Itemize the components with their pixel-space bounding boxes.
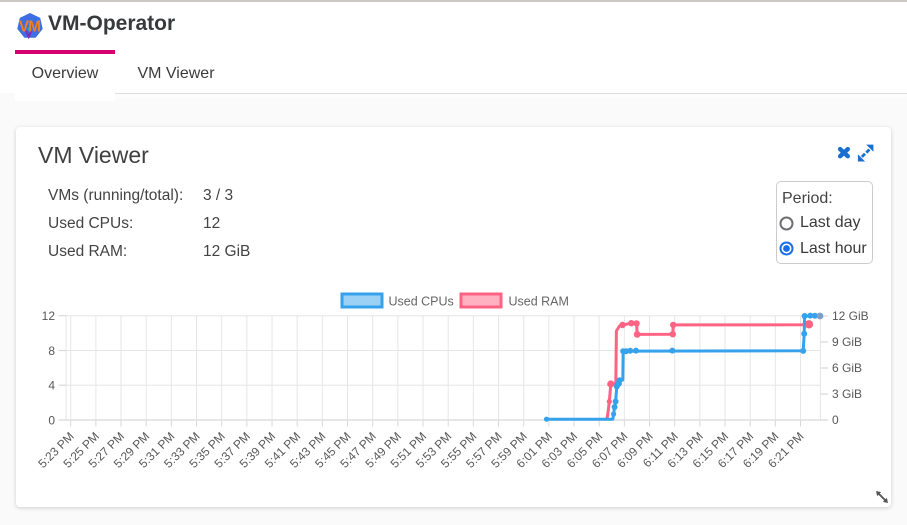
svg-text:Used CPUs: Used CPUs [389,295,454,309]
svg-text:4: 4 [48,379,55,393]
svg-text:0: 0 [48,413,55,427]
svg-text:3 GiB: 3 GiB [832,387,862,401]
svg-text:0: 0 [832,413,839,427]
svg-text:Used RAM: Used RAM [509,295,569,309]
svg-text:VM: VM [19,18,40,35]
svg-text:8: 8 [48,344,55,358]
svg-text:12: 12 [42,309,56,323]
svg-text:12 GiB: 12 GiB [832,309,869,323]
svg-text:9 GiB: 9 GiB [832,335,862,349]
svg-text:6 GiB: 6 GiB [832,361,862,375]
